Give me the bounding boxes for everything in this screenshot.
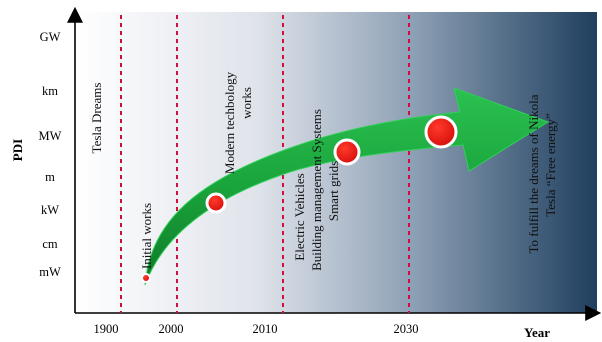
annotation-ev-line1: Electric Vehicles — [292, 173, 307, 260]
annotations: Tesla Dreams Initial works Modern techbo… — [89, 71, 558, 270]
annotation-ev-line2: Building management Systems — [309, 109, 324, 271]
annotation-future-line1: To fulfill the dreams of Nikola — [526, 94, 541, 253]
x-axis-title: Year — [524, 325, 550, 340]
annotation-modern-line2: works — [239, 87, 254, 119]
y-level-cm: cm — [42, 237, 58, 251]
y-axis-title: PDI — [10, 139, 25, 161]
marker-smart-grids — [333, 138, 361, 166]
y-level-gw: GW — [40, 30, 61, 44]
x-tick-2000: 2000 — [159, 322, 184, 336]
y-axis-levels: GW km MW m kW cm mW — [39, 30, 62, 279]
plot-background — [75, 12, 597, 313]
y-level-m: m — [45, 170, 55, 184]
marker-initial — [141, 273, 151, 283]
x-axis-ticks: 1900 2000 2010 2030 — [94, 322, 419, 336]
annotation-tesla-dreams: Tesla Dreams — [89, 83, 104, 154]
y-level-kw: kW — [41, 203, 59, 217]
x-tick-2010: 2010 — [253, 322, 278, 336]
milestone-markers — [141, 115, 458, 283]
annotation-ev-line3: Smart grids — [326, 161, 341, 221]
x-tick-1900: 1900 — [94, 322, 119, 336]
y-level-mw-milli: mW — [39, 265, 61, 279]
era-dividers — [120, 15, 410, 313]
marker-modern — [205, 192, 227, 214]
annotation-future-line2: Tesla “Free energy” — [543, 113, 558, 217]
x-tick-2030: 2030 — [394, 322, 419, 336]
y-level-mw: MW — [39, 129, 62, 143]
y-level-km: km — [42, 84, 58, 98]
marker-future — [424, 115, 458, 149]
annotation-initial-works: Initial works — [139, 203, 154, 269]
annotation-modern-line1: Modern techbology — [222, 71, 237, 174]
